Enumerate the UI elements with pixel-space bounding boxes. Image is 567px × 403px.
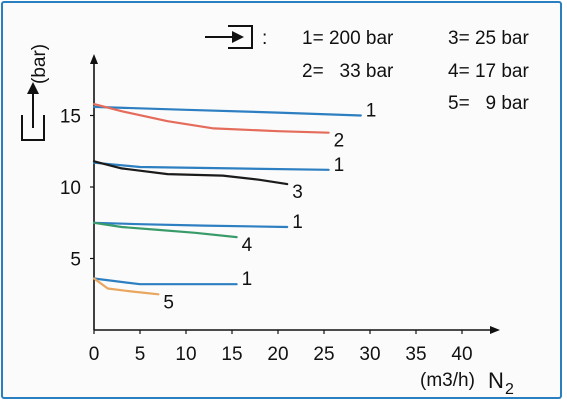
series-line bbox=[92, 105, 362, 117]
x-tick-label: 20 bbox=[267, 344, 288, 365]
y-axis-arrow bbox=[90, 54, 98, 64]
legend-entry: 2= 33 bar bbox=[302, 61, 394, 82]
series-label: 1 bbox=[334, 155, 345, 176]
series-label: 3 bbox=[292, 182, 303, 203]
legend-entry: 1= 200 bar bbox=[302, 28, 394, 49]
x-tick-label: 15 bbox=[221, 344, 242, 365]
series-line bbox=[92, 102, 330, 134]
series-label: 1 bbox=[242, 269, 253, 290]
x-axis-arrow bbox=[490, 326, 500, 334]
x-tick-label: 40 bbox=[451, 344, 472, 365]
x-axis-unit-label: (m3/h) bbox=[420, 370, 475, 391]
legend-entry: 3= 25 bar bbox=[448, 28, 529, 49]
outlet-pressure-icon bbox=[21, 82, 45, 141]
y-tick-label: 10 bbox=[60, 178, 81, 199]
series-line bbox=[92, 277, 160, 296]
series-label: 5 bbox=[163, 292, 174, 313]
x-tick-label: 25 bbox=[313, 344, 334, 365]
series-line bbox=[92, 221, 289, 229]
y-tick-label: 5 bbox=[70, 250, 81, 271]
x-tick-label: 10 bbox=[175, 344, 196, 365]
x-tick-label: 5 bbox=[135, 344, 146, 365]
x-tick-label: 30 bbox=[359, 344, 380, 365]
series-label: 1 bbox=[292, 212, 303, 233]
y-tick-label: 15 bbox=[60, 107, 81, 128]
series-line bbox=[92, 160, 289, 186]
series-line bbox=[92, 277, 238, 286]
inlet-pressure-icon bbox=[205, 25, 253, 49]
x-tick-label: 35 bbox=[405, 344, 426, 365]
x-axis-gas-label: N bbox=[488, 368, 504, 393]
series-label: 4 bbox=[242, 235, 253, 256]
series-label: 1 bbox=[366, 101, 377, 122]
series-line bbox=[92, 221, 238, 239]
series-label: 2 bbox=[334, 131, 345, 152]
legend-separator: : bbox=[262, 28, 267, 49]
legend-entry: 5= 9 bar bbox=[448, 93, 529, 114]
x-tick-label: 0 bbox=[89, 344, 100, 365]
series-line bbox=[92, 161, 330, 171]
x-axis-gas-subscript: 2 bbox=[505, 381, 514, 398]
y-axis-label: (bar) bbox=[29, 44, 50, 84]
legend-entry: 4= 17 bar bbox=[448, 61, 529, 82]
